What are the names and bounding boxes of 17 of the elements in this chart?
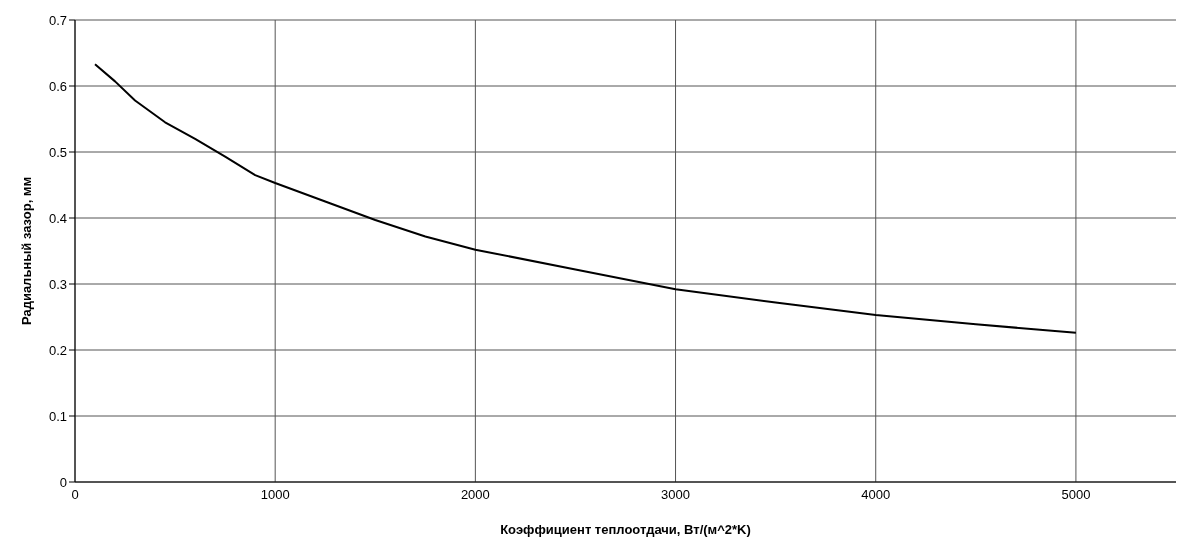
- y-tick-label: 0.7: [48, 12, 67, 28]
- y-tick-label: 0.2: [48, 342, 67, 358]
- x-tick-label: 2000: [460, 487, 490, 503]
- x-axis-title: Коэффициент теплоотдачи, Вт/(м^2*K): [500, 522, 751, 537]
- y-tick-label: 0.6: [48, 78, 67, 94]
- y-tick-label: 0.5: [48, 144, 67, 160]
- y-tick-label: 0.4: [48, 210, 67, 226]
- x-tick-label: 4000: [861, 487, 891, 503]
- y-tick-label: 0: [59, 474, 67, 490]
- y-tick-label: 0.3: [48, 276, 67, 292]
- x-tick-label: 3000: [661, 487, 691, 503]
- y-tick-label: 0.1: [48, 408, 67, 424]
- x-tick-label: 1000: [260, 487, 290, 503]
- x-tick-label: 0: [71, 487, 79, 503]
- x-tick-label: 5000: [1061, 487, 1091, 503]
- y-axis-title: Радиальный зазор, мм: [18, 176, 34, 326]
- line-series: [94, 63, 1077, 334]
